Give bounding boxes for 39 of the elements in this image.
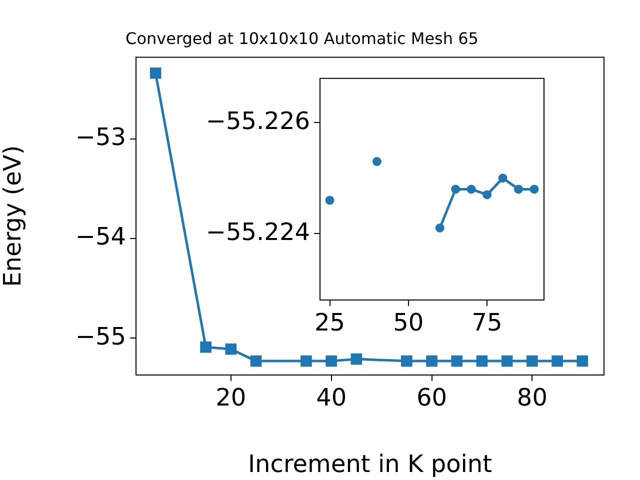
point: [372, 157, 382, 166]
point: [250, 355, 262, 367]
y-tick-label: −55: [75, 322, 126, 350]
point: [526, 355, 538, 367]
point: [476, 355, 488, 367]
point: [300, 355, 312, 367]
x-tick-label: 25: [314, 308, 346, 337]
point: [514, 184, 524, 194]
x-tick-label: 75: [472, 308, 502, 337]
y-tick-label: −55.226: [206, 106, 310, 135]
point: [200, 341, 212, 353]
x-axis-title: Increment in K point: [248, 450, 492, 478]
point: [451, 355, 463, 367]
point: [325, 196, 334, 205]
x-tick-label: 60: [416, 384, 448, 412]
x-tick-label: 50: [393, 308, 424, 337]
point: [225, 343, 237, 355]
x-tick-label: 80: [516, 384, 548, 412]
chart-title: Converged at 10x10x10 Automatic Mesh 65: [126, 28, 478, 48]
point: [498, 174, 508, 183]
y-tick-label: −55.224: [206, 218, 310, 246]
y-tick-label: −54: [75, 222, 126, 251]
point: [576, 355, 588, 367]
point: [401, 355, 412, 367]
x-tick-label: 20: [216, 384, 246, 412]
point: [466, 184, 476, 194]
point: [451, 184, 460, 194]
y-tick-label: −53: [75, 123, 126, 152]
point: [552, 355, 563, 367]
point: [482, 190, 492, 200]
point: [326, 355, 337, 367]
point: [350, 353, 362, 365]
point: [530, 184, 539, 194]
x-tick-label: 40: [316, 384, 347, 412]
point: [501, 355, 513, 367]
y-axis-title: Energy (eV): [0, 145, 27, 287]
point: [150, 67, 162, 79]
point: [435, 223, 444, 232]
point: [426, 355, 438, 367]
